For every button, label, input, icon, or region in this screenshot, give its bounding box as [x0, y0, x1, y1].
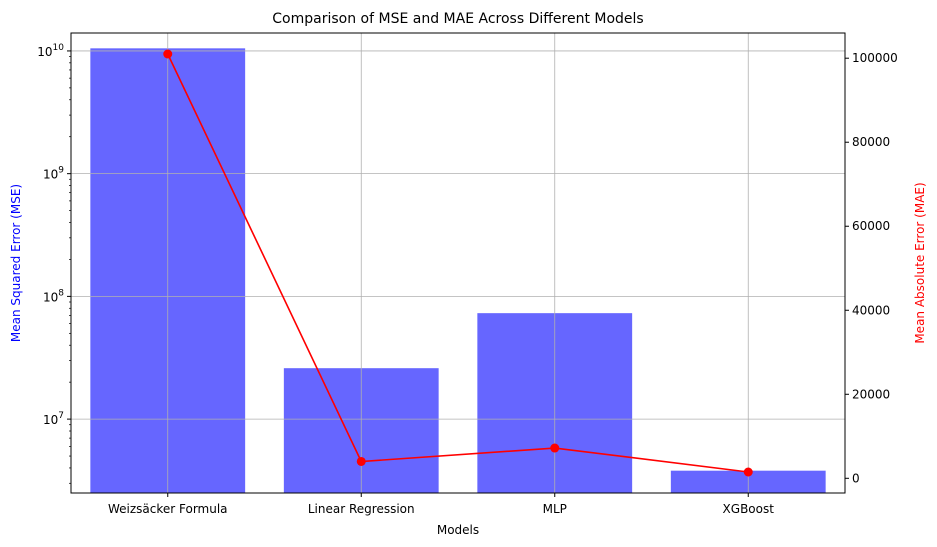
y-right-tick-label: 60000: [852, 219, 890, 233]
x-tick-label: Linear Regression: [308, 502, 415, 516]
mae-point: [743, 467, 753, 477]
mae-point: [163, 49, 173, 59]
x-tick-label: MLP: [543, 502, 567, 516]
plot-frame: [70, 32, 846, 494]
y-right-tick-label: 0: [852, 471, 860, 485]
y-left-tick-label: 108: [43, 288, 64, 304]
chart-title: Comparison of MSE and MAE Across Differe…: [272, 11, 643, 27]
mae-line: [167, 53, 749, 473]
y-right-axis-label: Mean Absolute Error (MAE): [913, 182, 927, 343]
mae-line-layer: [163, 49, 753, 477]
mae-point: [356, 456, 366, 466]
y-right-tick-label: 40000: [852, 303, 890, 317]
y-left-axis-label: Mean Squared Error (MSE): [9, 184, 23, 342]
x-axis-label: Models: [437, 523, 479, 537]
axes-layer: Weizsäcker Formula Linear Regression MLP XG…: [37, 32, 898, 516]
mae-point: [550, 443, 560, 453]
y-left-tick-label: 107: [43, 411, 64, 427]
bars-layer: [90, 48, 826, 494]
x-tick-label: XGBoost: [723, 502, 775, 516]
y-right-tick-label: 20000: [852, 387, 890, 401]
y-right-tick-label: 100000: [852, 51, 898, 65]
y-left-tick-label: 109: [43, 166, 64, 182]
x-tick-label: Weizsäcker Formula: [108, 502, 228, 516]
y-right-tick-label: 80000: [852, 135, 890, 149]
y-left-tick-label: 1010: [37, 43, 64, 59]
grid-layer: [71, 33, 845, 493]
